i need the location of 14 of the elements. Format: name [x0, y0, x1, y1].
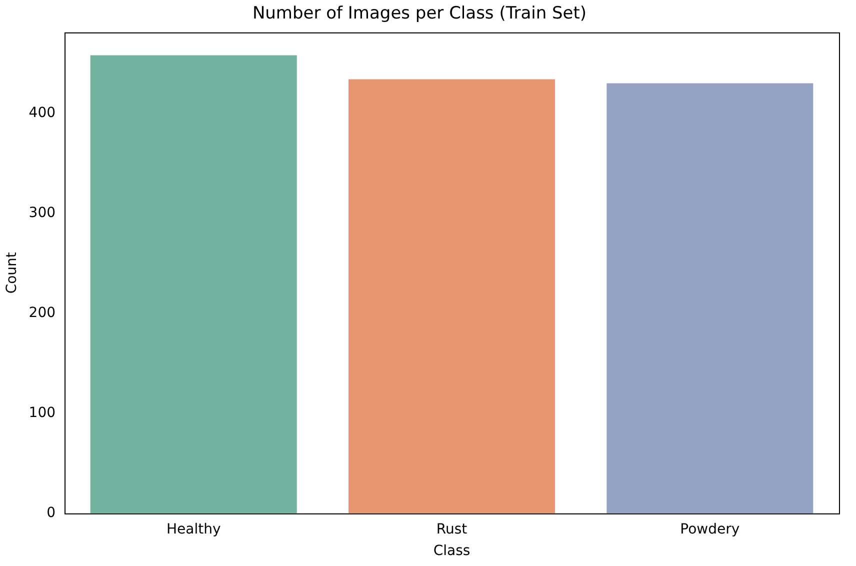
y-tick-label: 400 — [28, 104, 56, 121]
x-axis-title: Class — [433, 543, 470, 560]
y-tick-label: 0 — [46, 505, 56, 522]
y-tick-label: 300 — [28, 204, 56, 221]
x-tick-label: Healthy — [166, 521, 221, 538]
x-tick-label: Rust — [436, 521, 468, 538]
y-axis-title: Count — [4, 252, 20, 294]
bar — [606, 83, 814, 514]
x-tick-label: Powdery — [680, 521, 740, 538]
y-tick-label: 200 — [28, 305, 56, 321]
bar — [348, 79, 556, 514]
bar — [90, 55, 297, 514]
y-tick-label: 100 — [28, 405, 56, 422]
chart-title: Number of Images per Class (Train Set) — [252, 4, 587, 24]
